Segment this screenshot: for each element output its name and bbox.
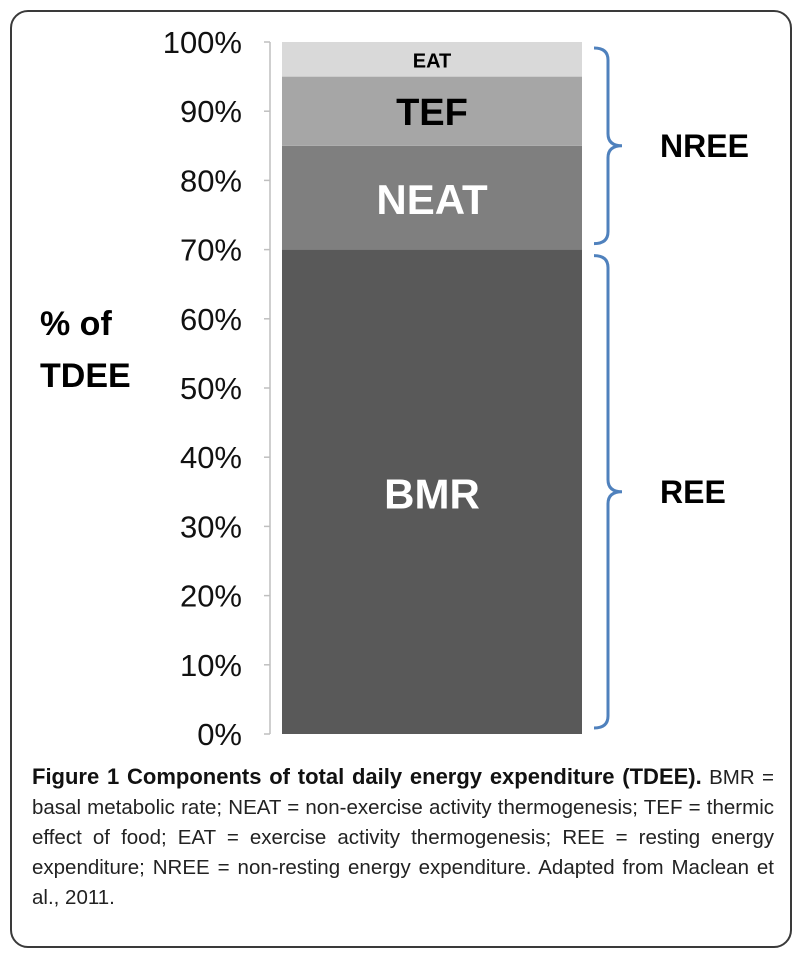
bar-segment-eat [282, 42, 582, 77]
segment-label-neat: NEAT [376, 176, 488, 223]
stacked-bar-chart: 0% 10% 20% 30% 40% 50% 60% 70% 80% 90% 100% BMR NEA… [163, 25, 749, 752]
bracket-ree [593, 254, 623, 730]
y-tick-label: 90% [180, 94, 242, 129]
y-tick-label: 0% [197, 717, 242, 752]
segment-label-tef: TEF [396, 92, 468, 134]
y-tick-label: 40% [180, 440, 242, 475]
bar-segment-neat [282, 145, 582, 250]
y-tick-label: 80% [180, 163, 242, 198]
caption-text: BMR = basal metabolic rate; NEAT = non-e… [32, 766, 774, 909]
y-tick-label: 10% [180, 648, 242, 683]
y-axis-label-line-2: TDEE [40, 357, 131, 395]
y-tick-label: 50% [180, 371, 242, 406]
y-tick-label: 70% [180, 233, 242, 268]
figure-caption: Figure 1 Components of total daily energ… [32, 762, 774, 913]
caption-title: Figure 1 Components of total daily energ… [32, 764, 702, 789]
bar-segments: BMR NEAT TEF EAT [282, 42, 582, 734]
y-axis: 0% 10% 20% 30% 40% 50% 60% 70% 80% 90% 100% [163, 25, 271, 752]
y-axis-label-line-1: % of [40, 305, 112, 343]
y-tick-label: 100% [163, 25, 242, 60]
y-tick-label: 60% [180, 302, 242, 337]
segment-label-eat: EAT [413, 50, 452, 72]
bar-segment-tef [282, 76, 582, 146]
bracket-nree [593, 46, 623, 246]
y-tick-label: 20% [180, 579, 242, 614]
y-tick-label: 30% [180, 509, 242, 544]
group-label-ree: REE [660, 474, 726, 510]
group-label-nree: NREE [660, 128, 749, 164]
bar-segment-bmr [282, 249, 582, 734]
y-axis-label: % of TDEE [40, 298, 131, 402]
group-brackets: NREE REE [593, 46, 749, 730]
segment-label-bmr: BMR [384, 470, 480, 517]
